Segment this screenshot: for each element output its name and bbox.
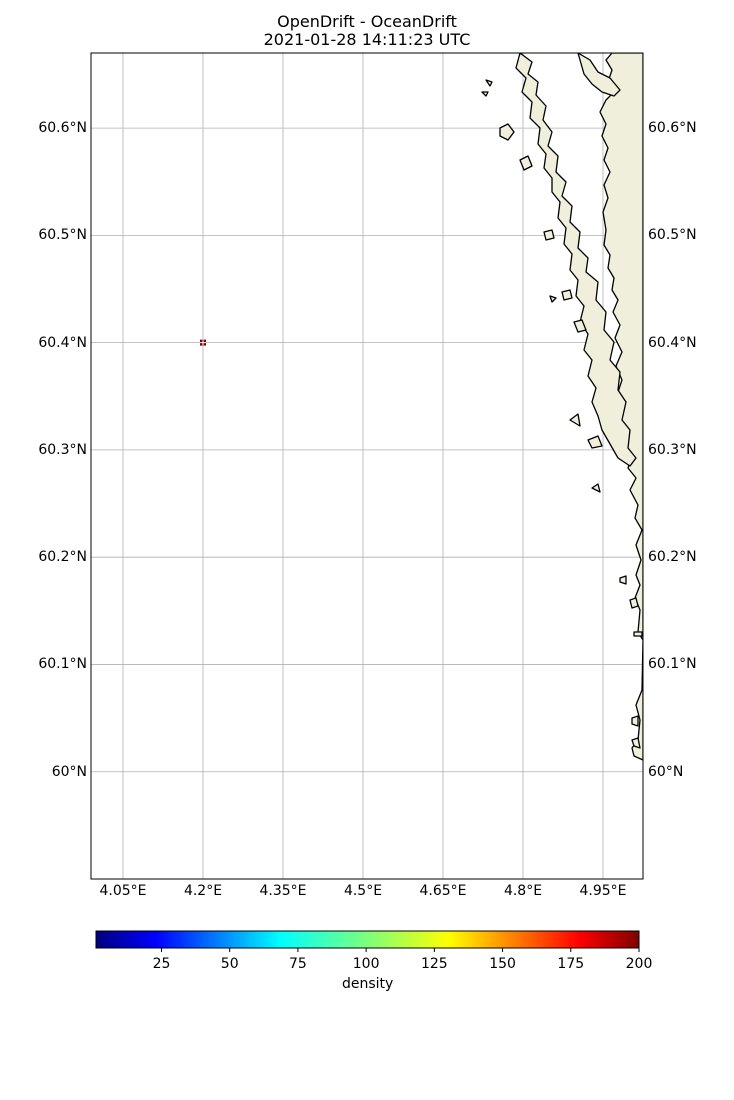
colorbar-gradient — [95, 930, 640, 949]
colorbar-tick-label: 150 — [489, 956, 516, 972]
colorbar-tick-label: 100 — [352, 956, 380, 972]
x-tick-label: 4.5°E — [343, 883, 383, 899]
y-tick-label-left: 60.4°N — [38, 334, 87, 351]
colorbar-tick-label: 125 — [420, 956, 448, 972]
land-islet-6 — [569, 413, 581, 427]
y-tick-label-left: 60°N — [51, 763, 87, 780]
y-tick-label-right: 60.1°N — [648, 656, 697, 673]
x-tick-label: 4.2°E — [183, 883, 223, 899]
land-island-large — [515, 53, 637, 467]
land-islet-7 — [587, 435, 603, 449]
land-mainland — [599, 53, 643, 761]
graticule — [91, 53, 643, 879]
land-islet-10 — [629, 597, 639, 609]
y-tick-label-left: 60.1°N — [38, 656, 87, 673]
land-islet-13 — [631, 737, 641, 749]
y-tick-label-right: 60.5°N — [648, 227, 697, 244]
x-tick-label: 4.65°E — [419, 883, 467, 899]
land-islet-9 — [619, 575, 627, 585]
land-island-north — [577, 53, 621, 97]
land-islet-3 — [543, 229, 555, 241]
land-islet-14 — [485, 79, 493, 87]
map-frame — [90, 52, 644, 880]
y-tick-label-left: 60.5°N — [38, 227, 87, 244]
x-tick-label: 4.05°E — [99, 883, 147, 899]
y-tick-label-left: 60.2°N — [38, 549, 87, 566]
x-tick-label: 4.95°E — [579, 883, 627, 899]
colorbar-ticks — [160, 948, 640, 952]
land-islet-8 — [591, 483, 601, 493]
colorbar-label: density — [342, 976, 394, 992]
land-islet-16 — [549, 295, 557, 303]
particles — [200, 339, 206, 346]
colorbar-tick-label: 75 — [288, 956, 307, 972]
land-islet-4 — [561, 289, 573, 301]
colorbar-tick-label: 25 — [152, 956, 171, 972]
plot-title-line1: OpenDrift - OceanDrift — [277, 12, 457, 31]
y-tick-label-right: 60.4°N — [648, 334, 697, 351]
coastline-land — [481, 53, 643, 761]
plot-title-line2: 2021-01-28 14:11:23 UTC — [263, 30, 471, 49]
land-islet-11 — [633, 631, 643, 637]
land-islet-2 — [519, 155, 533, 171]
y-tick-label-left: 60.3°N — [38, 441, 87, 458]
y-tick-label-right: 60.6°N — [648, 120, 697, 137]
x-tick-label: 4.8°E — [503, 883, 543, 899]
y-tick-label-right: 60°N — [648, 763, 684, 780]
y-tick-label-right: 60.3°N — [648, 441, 697, 458]
colorbar-tick-label: 50 — [220, 956, 239, 972]
land-islet-5 — [573, 319, 587, 333]
colorbar-tick-label: 175 — [557, 956, 585, 972]
colorbar — [95, 930, 640, 952]
x-tick-label: 4.35°E — [259, 883, 307, 899]
y-tick-label-right: 60.2°N — [648, 549, 697, 566]
land-islet-1 — [499, 123, 515, 141]
land-islet-15 — [481, 91, 489, 97]
y-tick-label-left: 60.6°N — [38, 120, 87, 137]
land-islet-12 — [631, 715, 639, 727]
colorbar-tick-label: 200 — [625, 956, 653, 972]
